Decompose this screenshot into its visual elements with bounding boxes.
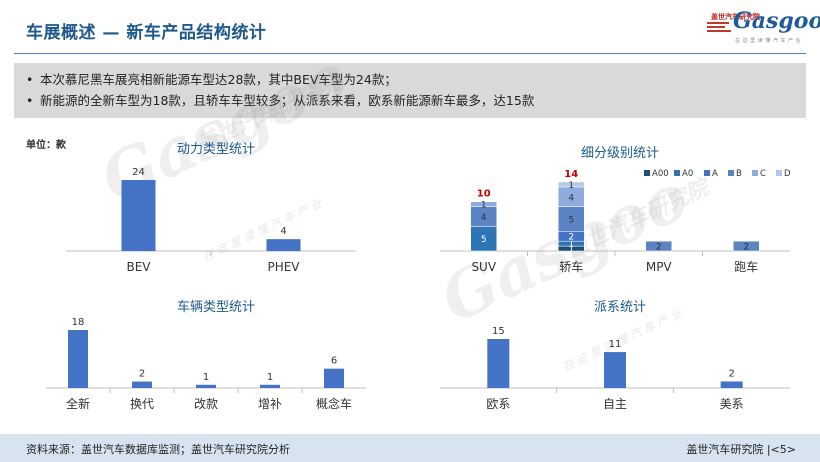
tick-label: BEV — [126, 260, 151, 274]
tick-label: PHEV — [267, 260, 300, 274]
stack-segment — [470, 226, 497, 252]
legend-label: B — [736, 169, 742, 179]
unit-label: 单位：款 — [26, 140, 66, 151]
page-number: 盖世汽车研究院 |<5> — [686, 443, 796, 456]
total-label: 14 — [564, 169, 578, 180]
summary-item: 新能源的全新车型为18款，且轿车车型较多；从派系来看，欧系新能源新车最多，达15… — [26, 90, 806, 111]
tick-label: 换代 — [130, 397, 154, 411]
bar — [68, 330, 88, 388]
logo-tagline: 在 这 里 读 懂 汽 车 产 业 — [735, 38, 802, 44]
segment-label: 2 — [656, 243, 662, 253]
tick-label: 美系 — [720, 397, 744, 411]
tick-label: 轿车 — [559, 259, 583, 274]
data-label: 4 — [280, 226, 286, 237]
logo-text: Gasgoo — [733, 8, 820, 34]
vehicle-type-chart-svg: 18 全新 2 换代 1 改款 1 增补 6 概念车 — [46, 317, 366, 411]
legend-swatch — [728, 170, 734, 176]
bar — [604, 352, 626, 388]
tick-label: 自主 — [603, 397, 627, 411]
stack-segment — [558, 181, 585, 188]
tick-label: 概念车 — [316, 396, 352, 411]
segment-label: 5 — [481, 235, 487, 245]
segment-label: 2 — [568, 233, 574, 243]
segment-label: 4 — [568, 193, 574, 203]
data-label: 24 — [132, 167, 145, 178]
segment-label: 1 — [481, 201, 487, 211]
legend-label: C — [760, 169, 766, 179]
bar — [266, 239, 301, 251]
bar — [196, 384, 216, 388]
legend-swatch — [644, 170, 650, 176]
tick-label: MPV — [646, 260, 673, 274]
segment-chart: 细分级别统计 5 4 1 10 SUV 1 1 2 5 4 1 14 轿车 2 MPV 2 跑车 A00 A0 A B C… — [430, 134, 810, 280]
segment-label: 1 — [568, 240, 574, 250]
logo-subtext: 盖世汽车研究院 — [711, 13, 760, 21]
origin-chart-svg: 15 欧系 11 自主 2 美系 — [440, 326, 790, 411]
legend-label: D — [784, 169, 791, 179]
data-label: 2 — [728, 368, 734, 379]
bar — [720, 381, 743, 388]
legend-label: A0 — [682, 169, 693, 179]
tick-label: 增补 — [258, 397, 282, 411]
stack-segment — [558, 206, 585, 232]
chart-title: 车辆类型统计 — [176, 300, 255, 315]
legend-swatch — [752, 170, 758, 176]
summary-list: 本次慕尼黑车展亮相新能源车型达28款，其中BEV车型为24款； 新能源的全新车型… — [14, 63, 806, 111]
bar — [487, 339, 510, 388]
chart-title: 动力类型统计 — [176, 142, 255, 157]
chart-title: 派系统计 — [593, 300, 646, 315]
segment-label: 5 — [568, 215, 574, 225]
page-title: 车展概述 — 新车产品结构统计 — [26, 23, 267, 43]
origin-chart: 派系统计 15 欧系 11 自主 2 美系 — [430, 292, 810, 420]
power-type-chart: 动力类型统计 24 BEV 4 PHEV — [36, 134, 396, 280]
segment-label: 1 — [568, 181, 574, 191]
stack-segment — [733, 240, 760, 252]
header: 车展概述 — 新车产品结构统计 盖世汽车研究院 Gasgoo 在 这 里 读 懂… — [0, 0, 820, 60]
summary-box: 本次慕尼黑车展亮相新能源车型达28款，其中BEV车型为24款； 新能源的全新车型… — [14, 63, 806, 118]
bar — [324, 368, 344, 388]
data-label: 1 — [267, 372, 273, 383]
source-note: 资料来源：盖世汽车数据库监测；盖世汽车研究院分析 — [26, 443, 290, 456]
segment-label: 2 — [743, 243, 749, 253]
data-label: 2 — [139, 369, 145, 380]
data-label: 6 — [331, 356, 337, 367]
legend-label: A00 — [652, 169, 669, 179]
legend-swatch — [776, 170, 782, 176]
summary-item: 本次慕尼黑车展亮相新能源车型达28款，其中BEV车型为24款； — [26, 69, 806, 90]
bar — [260, 384, 280, 388]
tick-label: 全新 — [66, 396, 90, 411]
data-label: 1 — [203, 372, 209, 383]
data-label: 11 — [609, 339, 622, 350]
stack-segment — [470, 201, 497, 207]
stack-segment — [645, 240, 672, 252]
data-label: 18 — [72, 317, 85, 328]
tick-label: 改款 — [194, 397, 218, 411]
tick-label: SUV — [471, 260, 496, 274]
bar — [121, 180, 156, 251]
legend-swatch — [674, 170, 680, 176]
gasgoo-logo: 盖世汽车研究院 Gasgoo 在 这 里 读 懂 汽 车 产 业 — [705, 8, 820, 50]
vehicle-type-chart: 车辆类型统计 18 全新 2 换代 1 改款 1 增补 6 概念车 — [36, 292, 396, 420]
tick-label: 欧系 — [486, 397, 510, 411]
legend-label: A — [712, 169, 718, 179]
data-label: 15 — [492, 326, 505, 337]
segment-label: 4 — [481, 213, 487, 223]
power-type-chart-svg: 24 BEV 4 PHEV — [66, 167, 356, 274]
tick-label: 跑车 — [734, 259, 758, 274]
segment-label: 1 — [568, 245, 574, 255]
legend-swatch — [704, 170, 710, 176]
footer: 资料来源：盖世汽车数据库监测；盖世汽车研究院分析 盖世汽车研究院 |<5> — [0, 434, 820, 462]
header-rule — [14, 53, 806, 54]
total-label: 10 — [477, 189, 491, 200]
bar — [132, 381, 152, 388]
chart-title: 细分级别统计 — [580, 146, 659, 161]
